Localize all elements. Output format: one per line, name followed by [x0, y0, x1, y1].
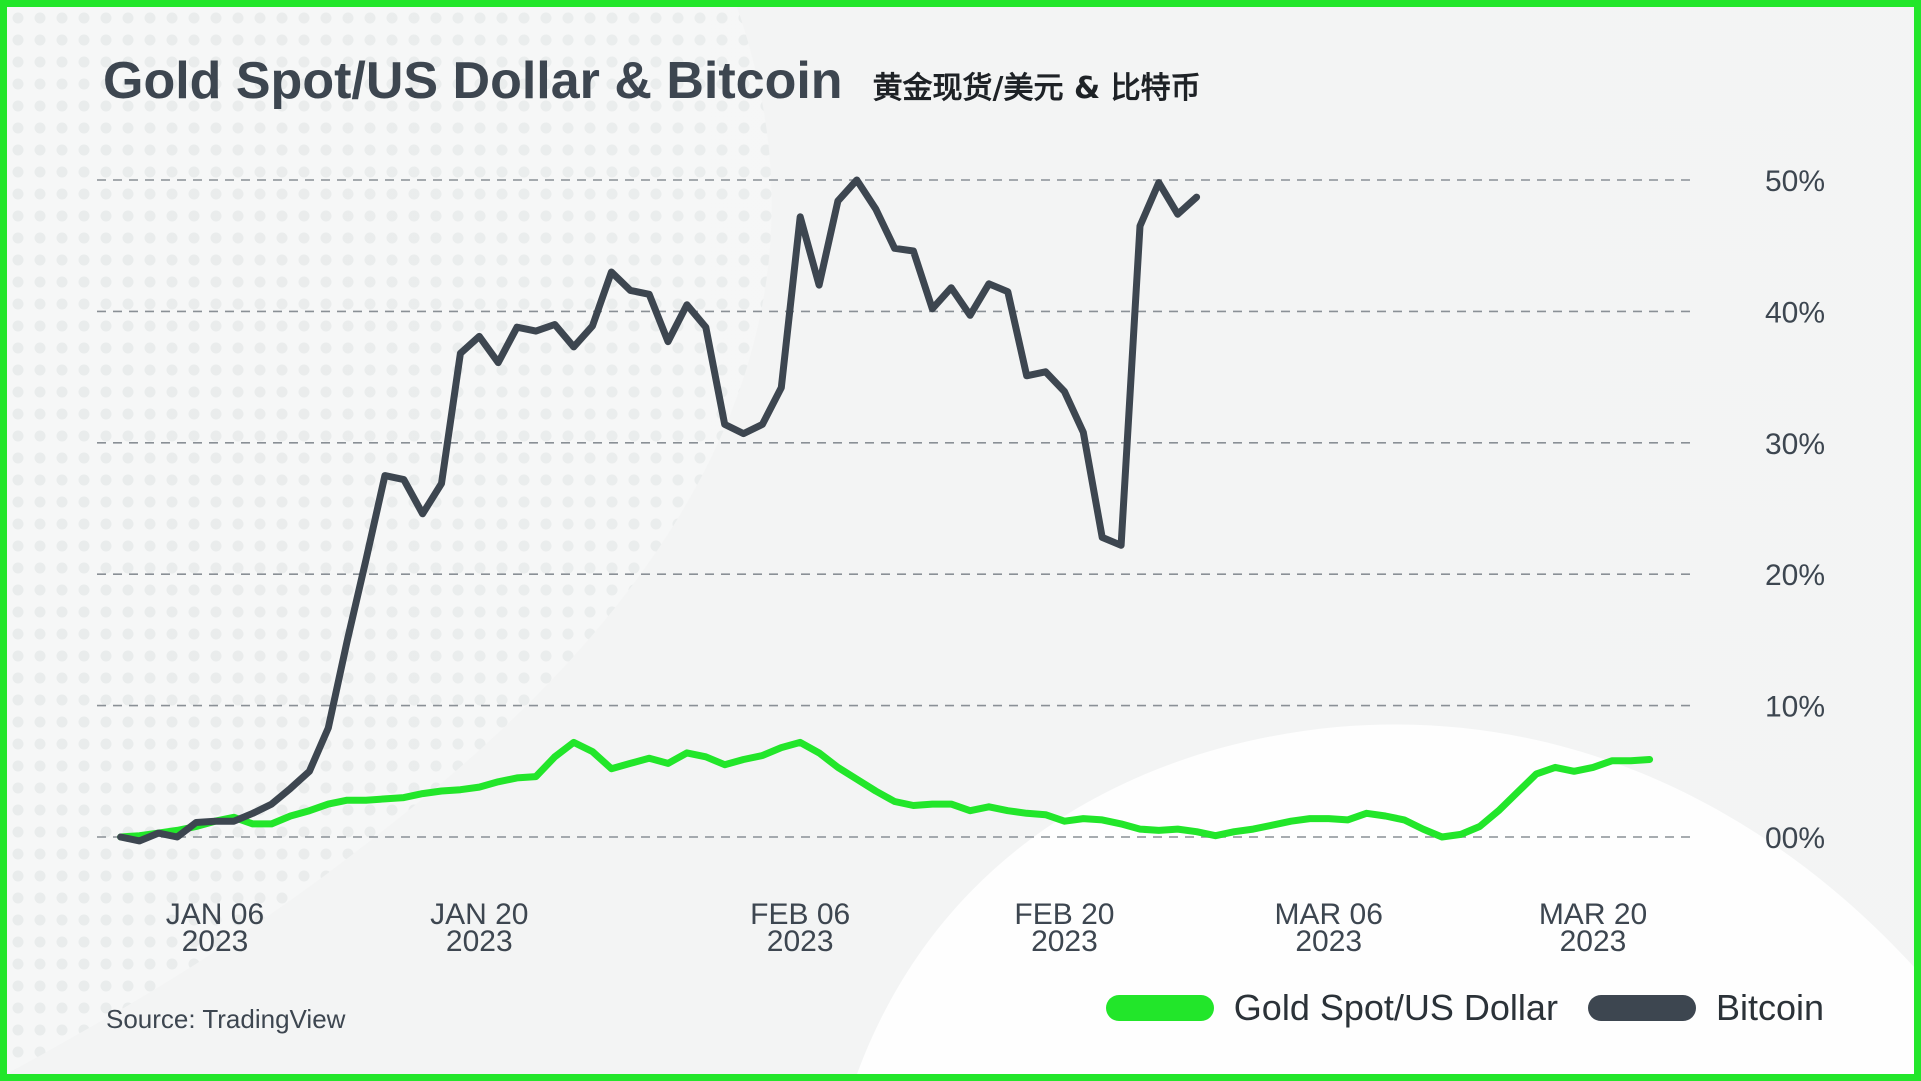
legend-item-bitcoin: Bitcoin — [1587, 987, 1824, 1029]
x-tick-label-date: JAN 06 — [166, 898, 264, 931]
chart-title: Gold Spot/US Dollar & Bitcoin — [103, 52, 843, 110]
series-line-gold — [117, 738, 1654, 841]
legend-label-gold: Gold Spot/US Dollar — [1233, 987, 1558, 1028]
title-row: Gold Spot/US Dollar & Bitcoin 黄金现货/美元 & … — [103, 51, 1201, 111]
y-tick-label: 50% — [1765, 165, 1825, 198]
y-tick-label: 30% — [1765, 428, 1825, 461]
x-tick-label-year: 2023 — [1560, 925, 1627, 958]
source-note: Source: TradingView — [106, 1004, 346, 1034]
x-tick-label-year: 2023 — [767, 925, 834, 958]
x-tick-label-date: FEB 20 — [1014, 898, 1114, 931]
legend-swatch-bitcoin — [1587, 995, 1696, 1021]
y-tick-label: 10% — [1765, 691, 1825, 724]
x-tick-label-date: JAN 20 — [430, 898, 528, 931]
chart-title-chinese: 黄金现货/美元 & 比特币 — [872, 71, 1201, 106]
x-tick-label-date: FEB 06 — [750, 898, 850, 931]
x-tick-label-year: 2023 — [446, 925, 513, 958]
y-axis-tick-labels: 00% 10% 20% 30% 40% 50% — [1765, 165, 1825, 855]
series-lines — [117, 176, 1654, 845]
legend-swatch-gold — [1105, 995, 1214, 1021]
legend: Gold Spot/US Dollar Bitcoin — [1076, 987, 1824, 1029]
gridlines — [97, 179, 1690, 838]
x-tick-label-date: MAR 20 — [1539, 898, 1647, 931]
x-tick-label-year: 2023 — [182, 925, 249, 958]
series-line-bitcoin — [117, 176, 1201, 845]
legend-item-gold: Gold Spot/US Dollar — [1105, 987, 1558, 1029]
background-decoration — [7, 7, 1914, 1074]
x-tick-label-date: MAR 06 — [1275, 898, 1383, 931]
y-tick-label: 40% — [1765, 296, 1825, 329]
y-tick-label: 20% — [1765, 559, 1825, 592]
y-tick-label: 00% — [1765, 822, 1825, 855]
x-tick-label-year: 2023 — [1031, 925, 1098, 958]
x-tick-label-year: 2023 — [1295, 925, 1362, 958]
legend-label-bitcoin: Bitcoin — [1715, 987, 1824, 1028]
